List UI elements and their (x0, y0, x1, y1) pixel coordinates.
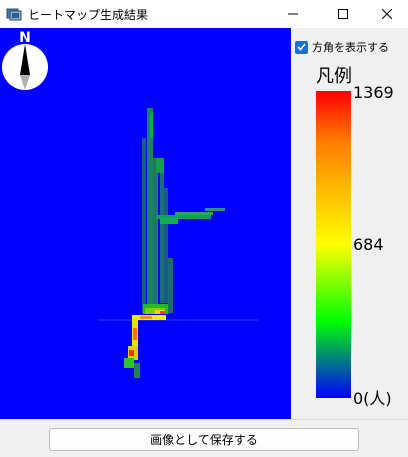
save-as-image-button[interactable]: 画像として保存する (49, 428, 359, 451)
show-direction-option[interactable]: 方角を表示する (295, 39, 389, 55)
show-direction-label: 方角を表示する (312, 41, 389, 54)
legend-title: 凡例 (316, 66, 352, 87)
legend-color-bar (316, 91, 351, 398)
app-icon (6, 6, 22, 22)
minimize-icon (288, 13, 298, 15)
compass-north-label: N (19, 30, 31, 46)
action-bar: 画像として保存する (0, 419, 408, 457)
legend-max-label: 1369 (353, 83, 394, 102)
legend-min-label: 0(人) (353, 389, 392, 408)
compass-icon: N (2, 30, 48, 90)
title-bar: ヒートマップ生成結果 (0, 0, 408, 28)
window-title: ヒートマップ生成結果 (28, 8, 149, 22)
show-direction-checkbox[interactable] (295, 40, 308, 54)
checkmark-icon (297, 43, 306, 51)
maximize-icon (338, 9, 348, 19)
maximize-button[interactable] (320, 0, 366, 28)
legend-panel: 方角を表示する 凡例 1369 684 0(人) (291, 28, 408, 419)
heatmap-paths (98, 108, 258, 378)
minimize-button[interactable] (270, 0, 316, 28)
legend-mid-label: 684 (353, 235, 384, 254)
heatmap-canvas: N (0, 28, 291, 419)
close-icon (382, 9, 392, 19)
close-button[interactable] (364, 0, 408, 28)
